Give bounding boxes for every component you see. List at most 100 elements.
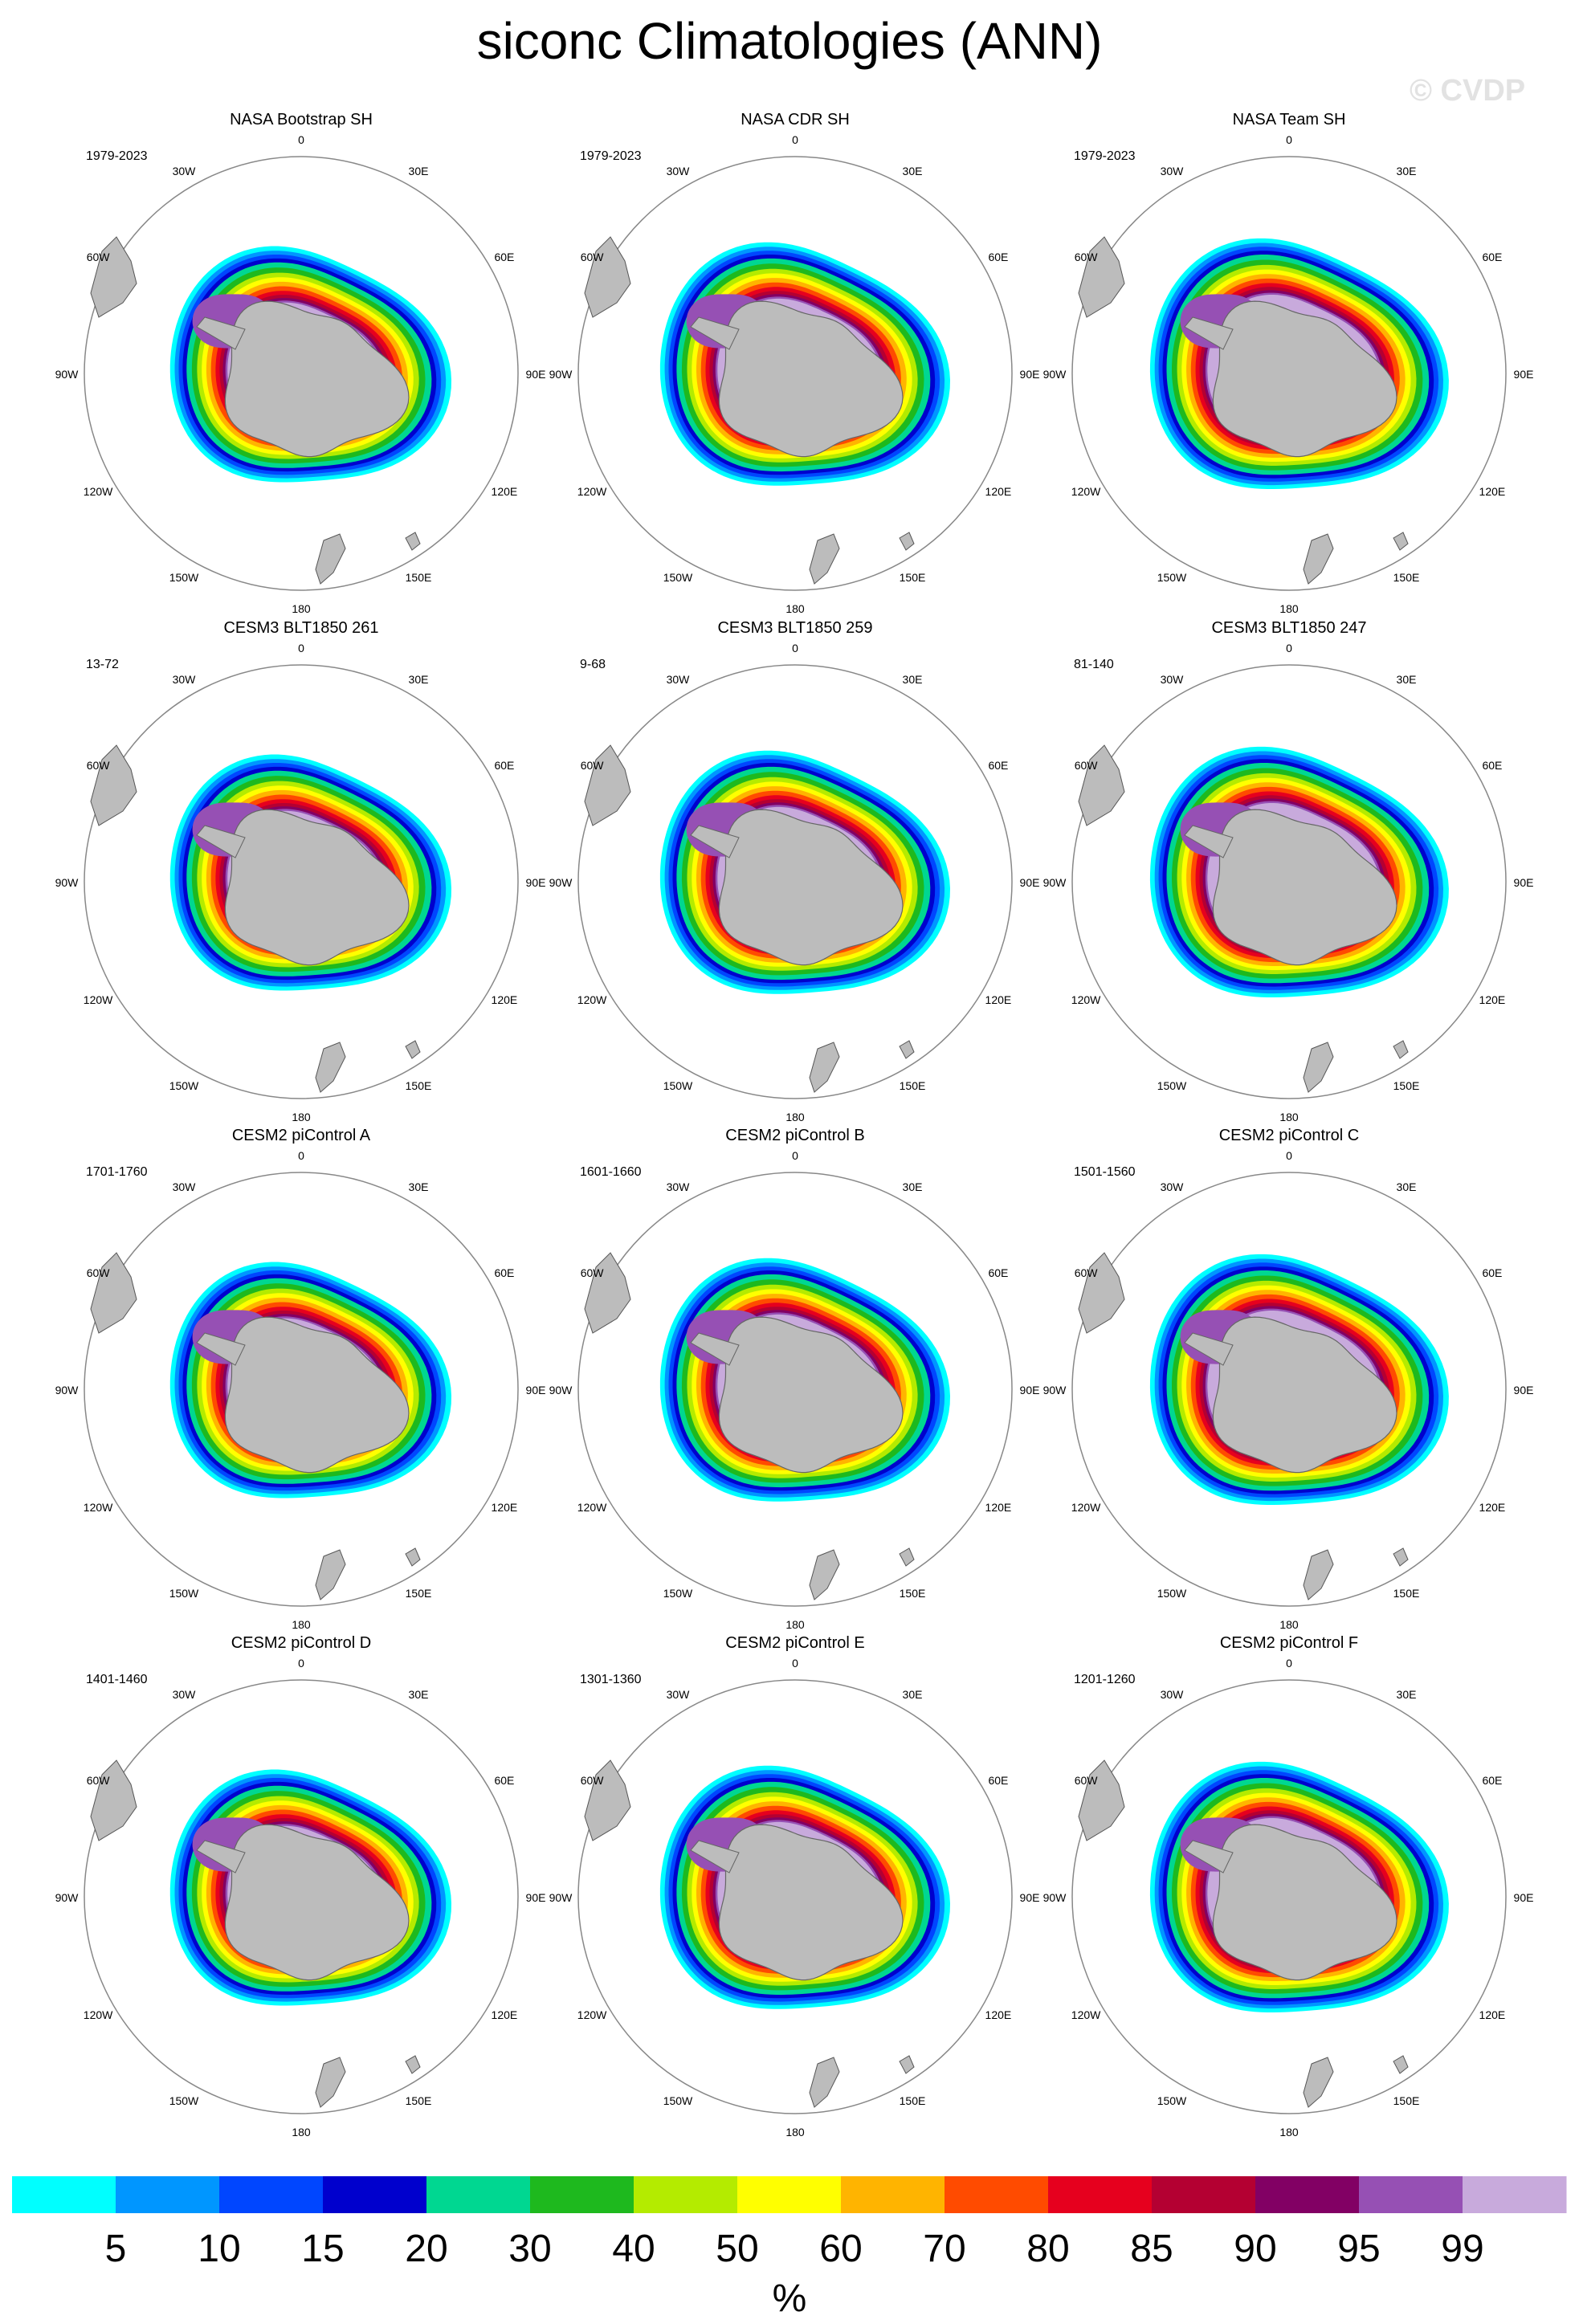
longitude-label: 120E: [985, 1501, 1012, 1514]
longitude-label: 30W: [173, 165, 197, 177]
longitude-label: 180: [292, 2126, 311, 2138]
longitude-label: 120E: [1479, 2008, 1506, 2021]
south-america-land: [584, 236, 631, 318]
panel-title: CESM2 piControl C: [1219, 1127, 1360, 1144]
south-america-land: [1078, 744, 1125, 826]
antarctica-land: [224, 1824, 410, 1981]
longitude-label: 0: [1286, 1149, 1292, 1162]
south-america-land: [1078, 1759, 1125, 1841]
longitude-label: 180: [292, 602, 311, 615]
tasmania-land: [899, 1040, 915, 1059]
south-america-land: [90, 744, 137, 826]
south-america-land: [584, 1759, 631, 1841]
new-zealand-land: [315, 1042, 346, 1093]
longitude-label: 120W: [1071, 993, 1101, 1006]
antarctic-peninsula: [690, 825, 740, 858]
longitude-label: 120E: [492, 2008, 518, 2021]
panel-title: CESM2 piControl F: [1220, 1634, 1358, 1652]
longitude-label: 60E: [494, 759, 514, 772]
longitude-label: 60W: [1075, 1774, 1099, 1787]
longitude-label: 30W: [1161, 165, 1185, 177]
longitude-label: 30E: [903, 1688, 923, 1701]
new-zealand-land: [809, 1549, 840, 1600]
longitude-label: 150E: [1393, 2094, 1420, 2107]
longitude-label: 60E: [494, 1774, 514, 1787]
longitude-label: 180: [785, 1618, 805, 1631]
longitude-label: 120W: [84, 993, 113, 1006]
longitude-label: 150E: [900, 1587, 926, 1600]
tasmania-land: [405, 1547, 421, 1567]
longitude-label: 120E: [1479, 485, 1506, 498]
map-panel: NASA Bootstrap SH 1979-2023 0 30E 60E 90E 120E…: [55, 111, 546, 615]
longitude-label: 60W: [581, 1266, 605, 1279]
panel-title: NASA Team SH: [1233, 111, 1346, 128]
longitude-label: 60E: [1482, 759, 1502, 772]
longitude-label: 150E: [900, 2094, 926, 2107]
longitude-label: 0: [792, 1657, 798, 1670]
longitude-label: 60W: [87, 759, 111, 772]
longitude-label: 150W: [663, 2094, 693, 2107]
antarctica-land: [718, 1316, 904, 1474]
longitude-label: 90E: [1020, 876, 1040, 889]
longitude-label: 150E: [900, 1079, 926, 1092]
longitude-label: 30W: [667, 1180, 691, 1193]
longitude-label: 30W: [173, 1180, 197, 1193]
antarctic-peninsula: [196, 1332, 246, 1366]
antarctica-land: [1212, 1316, 1397, 1474]
longitude-label: 60E: [494, 251, 514, 263]
antarctic-peninsula: [196, 1840, 246, 1873]
longitude-label: 60E: [1482, 1266, 1502, 1279]
map-panel: CESM3 BLT1850 259 9-68 0 30E 60E 90E 120E 150E 1…: [549, 619, 1040, 1123]
panel-title: CESM3 BLT1850 261: [223, 619, 378, 637]
longitude-label: 90W: [549, 1891, 573, 1904]
antarctic-peninsula: [1184, 1332, 1234, 1366]
antarctic-peninsula: [196, 316, 246, 350]
longitude-label: 150E: [406, 571, 432, 584]
longitude-label: 90W: [55, 368, 80, 381]
antarctic-peninsula: [1184, 316, 1234, 350]
longitude-label: 0: [792, 133, 798, 146]
antarctica-land: [224, 809, 410, 966]
longitude-label: 180: [1279, 602, 1299, 615]
map-panel: NASA CDR SH 1979-2023 0 30E 60E 90E 120E 150E 18…: [549, 111, 1040, 615]
south-america-land: [1078, 1252, 1125, 1334]
antarctica-land: [718, 1824, 904, 1981]
longitude-label: 120W: [577, 1501, 607, 1514]
longitude-label: 0: [792, 642, 798, 654]
map-panel: CESM2 piControl C 1501-1560 0 30E 60E 90E 120E…: [1043, 1127, 1534, 1631]
longitude-label: 90E: [1020, 1891, 1040, 1904]
longitude-label: 120W: [1071, 485, 1101, 498]
panel-title: CESM3 BLT1850 247: [1211, 619, 1366, 637]
new-zealand-land: [1303, 533, 1334, 585]
antarctic-peninsula: [1184, 1840, 1234, 1873]
map-panel: CESM2 piControl E 1301-1360 0 30E 60E 90E 120E…: [549, 1634, 1040, 2138]
tasmania-land: [899, 532, 915, 551]
longitude-label: 150W: [1157, 1587, 1187, 1600]
longitude-label: 180: [1279, 2126, 1299, 2138]
new-zealand-land: [1303, 2057, 1334, 2108]
longitude-label: 120W: [1071, 1501, 1101, 1514]
panel-period: 1979-2023: [1074, 149, 1136, 163]
antarctic-peninsula: [690, 316, 740, 350]
longitude-label: 150W: [663, 1587, 693, 1600]
watermark-logo: © CVDP: [1410, 74, 1526, 108]
longitude-label: 60W: [581, 759, 605, 772]
longitude-label: 90E: [1020, 368, 1040, 381]
longitude-label: 120E: [985, 993, 1012, 1006]
longitude-label: 90E: [1514, 1384, 1534, 1396]
longitude-label: 0: [298, 1149, 304, 1162]
longitude-label: 150E: [406, 1079, 432, 1092]
longitude-label: 180: [785, 1111, 805, 1123]
longitude-label: 180: [292, 1111, 311, 1123]
longitude-label: 120W: [577, 2008, 607, 2021]
panel-period: 1401-1460: [86, 1673, 148, 1686]
longitude-label: 30E: [409, 673, 429, 686]
longitude-label: 150W: [169, 1587, 199, 1600]
longitude-label: 180: [785, 2126, 805, 2138]
longitude-label: 90W: [1043, 1384, 1067, 1396]
longitude-label: 150W: [663, 1079, 693, 1092]
antarctica-land: [1212, 300, 1397, 458]
tasmania-land: [1393, 1040, 1409, 1059]
map-panel: CESM3 BLT1850 261 13-72 0 30E 60E 90E 120E 150E…: [55, 619, 546, 1123]
longitude-label: 120E: [985, 485, 1012, 498]
